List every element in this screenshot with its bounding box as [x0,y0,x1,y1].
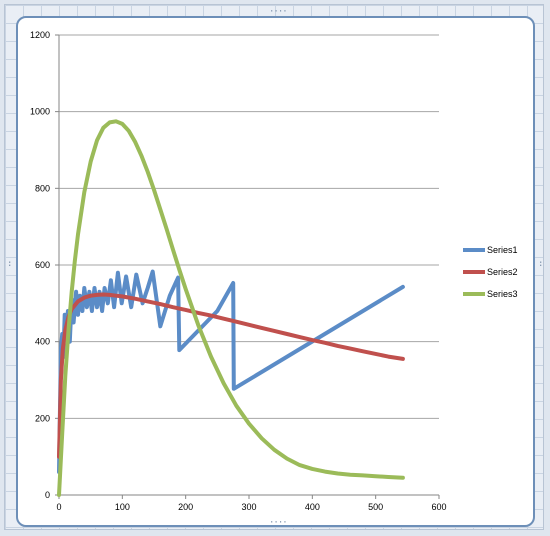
x-tick-label: 300 [241,502,256,512]
y-tick-label: 600 [35,260,50,270]
y-tick-label: 1000 [30,107,50,117]
axes [55,34,440,499]
y-tick-label: 0 [45,490,50,500]
series-lines [57,119,405,497]
x-tick-label: 500 [368,502,383,512]
resize-handle-right[interactable]: : [538,259,543,269]
legend-label-series2: Series2 [487,267,518,277]
chart-area[interactable]: 0 200 400 600 800 1000 1200 0 100 200 300 400 500 60… [16,16,535,527]
gridlines [59,34,439,419]
series-line-3[interactable] [57,119,405,497]
resize-handle-top[interactable]: ···· [269,7,288,17]
resize-handle-bottom[interactable]: ···· [269,518,288,528]
legend-label-series1: Series1 [487,245,518,255]
x-tick-label: 200 [178,502,193,512]
series-line-1[interactable] [57,269,405,474]
resize-handle-left[interactable]: : [7,259,12,269]
x-tick-labels: 0 100 200 300 400 500 600 [56,502,446,512]
x-tick-label: 100 [115,502,130,512]
legend-label-series3: Series3 [487,289,518,299]
y-tick-labels: 0 200 400 600 800 1000 1200 [30,30,50,500]
x-tick-label: 400 [305,502,320,512]
x-tick-label: 600 [431,502,446,512]
x-tick-label: 0 [56,502,61,512]
line-chart: 0 200 400 600 800 1000 1200 0 100 200 300 400 500 60… [30,30,518,512]
y-tick-label: 400 [35,337,50,347]
series-line-2[interactable] [57,292,405,459]
y-tick-label: 1200 [30,30,50,40]
chart-frame: 0 200 400 600 800 1000 1200 0 100 200 300 400 500 60… [4,4,544,530]
y-tick-label: 200 [35,413,50,423]
legend[interactable]: Series1 Series2 Series3 [463,245,518,299]
y-tick-label: 800 [35,183,50,193]
